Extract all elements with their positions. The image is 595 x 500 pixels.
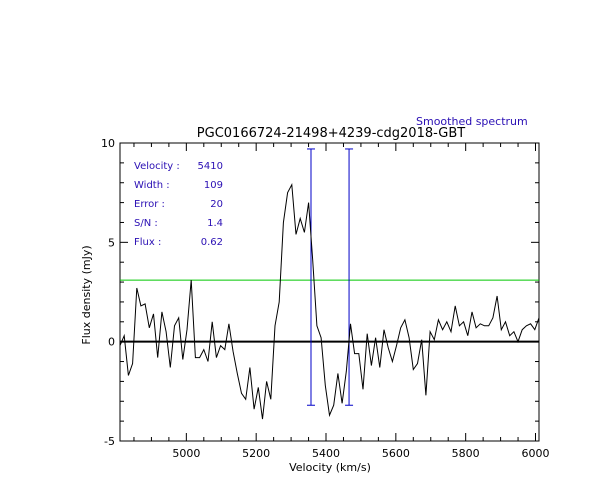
velocity-markers [120,148,539,406]
legend-value: 0.62 [201,237,223,248]
legend-value: 20 [210,199,223,210]
y-tick-label: 10 [101,137,115,150]
x-axis: 5000 5200 5400 5600 5800 6000 [133,143,550,460]
measurement-legend: Velocity : 5410 Width : 109 Error : 20 S/N : 1.… [134,161,223,248]
legend-value: 5410 [198,161,223,172]
legend-value: 1.4 [207,218,223,229]
x-tick-label: 5200 [242,447,270,460]
spectrum-line [119,182,540,420]
y-tick-label: 0 [108,336,115,349]
x-axis-label: Velocity (km/s) [289,461,371,474]
x-tick-label: 5400 [312,447,340,460]
x-tick-label: 6000 [522,447,550,460]
x-tick-label: 5600 [382,447,410,460]
legend-label: S/N : [134,218,158,229]
y-tick-label: -5 [104,435,115,448]
legend-label: Width : [134,180,170,191]
chart-title: PGC0166724-21498+4239-cdg2018-GBT [197,126,465,141]
x-tick-label: 5800 [452,447,480,460]
legend-label: Flux : [134,237,161,248]
legend-label: Error : [134,199,165,210]
spectrum-series [119,182,540,420]
y-tick-label: 5 [108,236,115,249]
legend-value: 109 [204,180,223,191]
corner-label: Smoothed spectrum [416,115,528,128]
legend-label: Velocity : [134,161,180,172]
x-tick-label: 5000 [172,447,200,460]
y-axis-label: Flux density (mJy) [80,245,93,344]
plot-frame [119,142,540,442]
